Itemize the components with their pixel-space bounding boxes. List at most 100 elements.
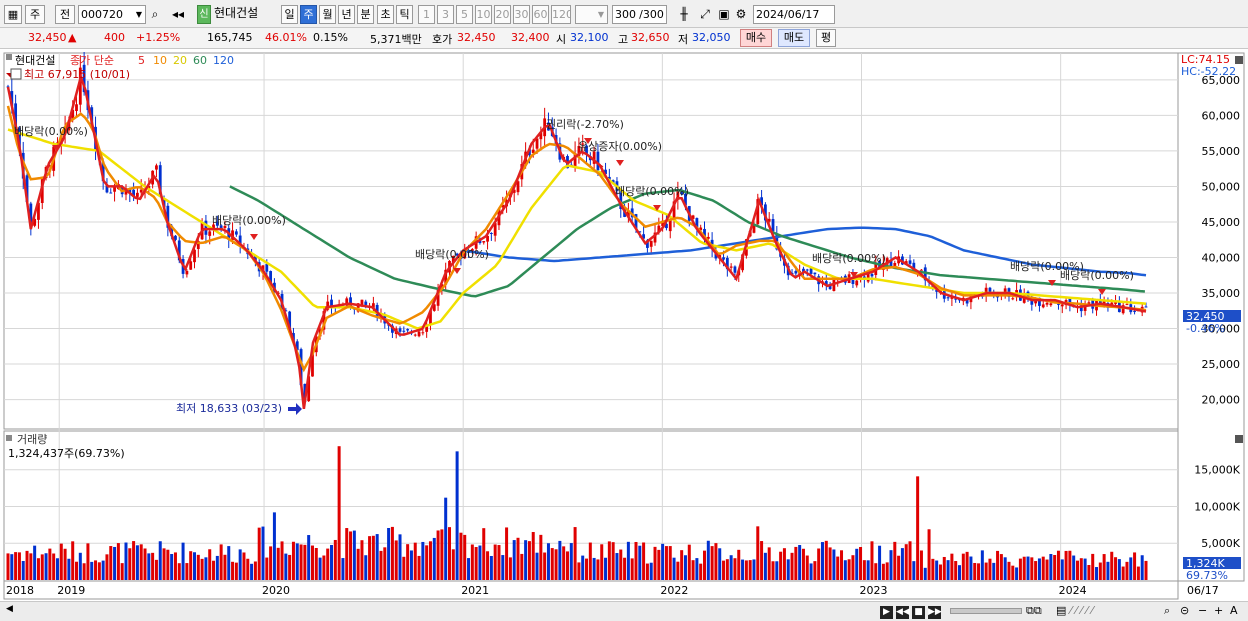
volume-bar [817, 548, 821, 580]
save-icon[interactable]: ▣ [718, 7, 730, 21]
candle [512, 189, 516, 193]
rewind-icon[interactable]: ◀◀ [896, 606, 910, 619]
interval-10[interactable]: 10 [475, 5, 492, 24]
bar-count-input[interactable]: 300 [612, 5, 638, 24]
stock-code-input[interactable]: 000720 [78, 5, 146, 24]
table-icon[interactable] [10, 68, 22, 80]
candle [706, 236, 710, 239]
ma60-line [229, 185, 1146, 298]
panel-max-icon[interactable] [1235, 435, 1243, 443]
volume-bar [276, 547, 280, 580]
candle [489, 232, 493, 234]
chevron-down-icon[interactable]: ▼ [135, 10, 143, 19]
tab-tick[interactable]: 틱 [396, 5, 413, 24]
stock-chart[interactable]: 65,000 60,000 55,000 50,000 45,000 40,000 35,0… [0, 50, 1248, 602]
interval-20[interactable]: 20 [494, 5, 511, 24]
volume-bar [364, 555, 368, 580]
search-zoom-icon[interactable]: ⌕ [1164, 604, 1171, 617]
candle [832, 279, 836, 291]
candle-type-icon[interactable]: ╫ [680, 7, 688, 21]
sell-button[interactable]: 매도 [778, 29, 810, 47]
candle [912, 262, 916, 271]
draw-tool-icon[interactable]: ⤢ [700, 7, 710, 21]
copy-icon[interactable]: ⧉⧉ [1026, 604, 1042, 617]
volume-bar [409, 550, 413, 580]
candle [139, 189, 143, 193]
play-icon[interactable]: ▶ [880, 604, 893, 619]
layout-icon[interactable]: ▦ [4, 5, 22, 24]
tab-month[interactable]: 월 [319, 5, 336, 24]
buy-button[interactable]: 매수 [740, 29, 772, 47]
last-volume: 1,324K [1186, 557, 1225, 570]
chevron-down-icon[interactable]: ▼ [597, 10, 605, 19]
line-tool-icon[interactable]: ⁄ ⁄ ⁄ ⁄ ⁄ [1070, 604, 1094, 617]
volume-bar [1041, 556, 1045, 580]
volume-bar [699, 563, 703, 580]
gear-icon[interactable]: ⚙ [735, 7, 747, 21]
volume-bar [227, 546, 231, 580]
volume-bar [1087, 564, 1091, 580]
plus-icon[interactable]: + [1214, 604, 1224, 617]
candle [440, 284, 444, 290]
interval-5[interactable]: 5 [456, 5, 473, 24]
tab-minute[interactable]: 분 [357, 5, 374, 24]
volume-bar [585, 558, 589, 580]
volume-bar [1022, 556, 1026, 580]
volume-bar [307, 535, 311, 580]
volume-bar [984, 562, 988, 580]
candle [535, 138, 539, 149]
period-select[interactable]: 주 [25, 5, 45, 24]
fast-forward-icon[interactable]: ▶▶ [928, 606, 942, 619]
candle [893, 262, 897, 267]
candle [1133, 310, 1136, 312]
volume-bar [189, 551, 193, 580]
candle [234, 231, 238, 235]
speaker-icon[interactable]: ◂◂ [171, 7, 185, 21]
volume-bar [874, 563, 878, 580]
volume-bar [272, 512, 276, 580]
candle [771, 219, 775, 232]
candle [695, 218, 699, 229]
panel-close-icon[interactable] [6, 54, 12, 60]
date-input[interactable]: 2024/06/17 [753, 5, 835, 24]
zoom-out-icon[interactable]: ⊝ [1180, 604, 1190, 617]
tab-week[interactable]: 주 [300, 5, 317, 24]
stop-icon[interactable]: ■ [912, 604, 925, 619]
zoom-slider[interactable] [950, 608, 1022, 614]
prev-button[interactable]: 전 [55, 5, 75, 24]
volume-bars [6, 446, 1148, 580]
candle [406, 329, 410, 331]
tab-day[interactable]: 일 [281, 5, 298, 24]
hc-label: HC:-52.22 [1181, 65, 1236, 78]
interval-120[interactable]: 120 [551, 5, 571, 24]
candle [299, 349, 303, 386]
candle [185, 270, 189, 275]
volume-bar [124, 542, 128, 580]
grid-icon[interactable]: ▤ [1056, 604, 1067, 617]
tab-second[interactable]: 초 [377, 5, 394, 24]
interval-1[interactable]: 1 [418, 5, 435, 24]
interval-30[interactable]: 30 [513, 5, 530, 24]
minus-icon[interactable]: − [1198, 604, 1208, 617]
candle [642, 234, 646, 239]
volume-bar [980, 550, 984, 580]
eval-button[interactable]: 평 [816, 29, 836, 47]
panel-max-icon[interactable] [1235, 56, 1243, 64]
font-size-icon[interactable]: A [1230, 604, 1238, 617]
candle [828, 283, 832, 290]
volume-bar [314, 548, 318, 580]
volume-bar [231, 561, 235, 580]
scroll-left-icon[interactable]: ◀ [6, 604, 13, 614]
interval-60[interactable]: 60 [532, 5, 549, 24]
panel-close-icon[interactable] [6, 435, 12, 441]
candle [113, 187, 116, 192]
volume-bar [573, 527, 577, 580]
custom-interval-select[interactable] [575, 5, 608, 24]
price-tick-label: 25,000 [1202, 358, 1241, 371]
search-icon[interactable]: ⌕ [151, 7, 159, 21]
candle [284, 310, 288, 312]
volume-bar [748, 560, 752, 580]
tab-year[interactable]: 년 [338, 5, 355, 24]
volume-bar [269, 546, 273, 580]
interval-3[interactable]: 3 [437, 5, 454, 24]
